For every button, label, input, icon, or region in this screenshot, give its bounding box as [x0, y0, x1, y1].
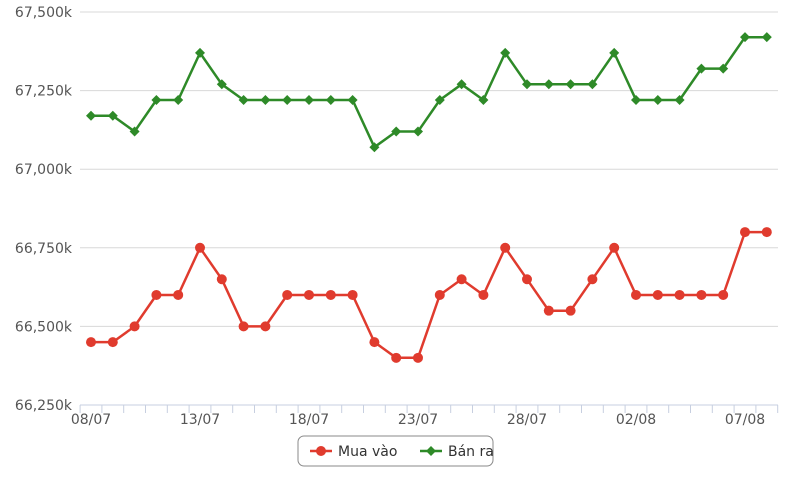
- data-point[interactable]: [195, 47, 205, 58]
- legend-item-1[interactable]: Mua vào: [310, 444, 397, 460]
- data-point[interactable]: [761, 227, 772, 238]
- data-point[interactable]: [631, 95, 641, 106]
- data-point[interactable]: [216, 274, 227, 285]
- data-point[interactable]: [238, 321, 249, 332]
- legend[interactable]: Mua vào Bán ra: [297, 435, 494, 467]
- y-tick-label: 66,750k: [15, 241, 73, 257]
- data-point[interactable]: [652, 95, 663, 106]
- x-axis: 08/07 13/07 18/07 23/07 28/07 02/08 07/08: [71, 404, 779, 428]
- data-point[interactable]: [260, 95, 271, 106]
- data-point[interactable]: [195, 242, 205, 253]
- data-point[interactable]: [652, 289, 663, 300]
- legend-item-2[interactable]: Bán ra: [420, 444, 494, 460]
- data-point[interactable]: [761, 32, 772, 43]
- series-line-1: [91, 230, 767, 360]
- data-point[interactable]: [86, 337, 96, 348]
- data-point[interactable]: [391, 126, 402, 137]
- data-point[interactable]: [173, 95, 184, 106]
- data-point[interactable]: [522, 274, 532, 285]
- data-point[interactable]: [347, 289, 358, 300]
- data-point[interactable]: [718, 63, 729, 74]
- data-point[interactable]: [456, 79, 467, 90]
- y-tick-label: 66,500k: [15, 319, 73, 335]
- data-point[interactable]: [522, 79, 532, 90]
- data-point[interactable]: [86, 110, 96, 121]
- data-point[interactable]: [413, 352, 423, 363]
- data-point[interactable]: [609, 242, 620, 253]
- data-point[interactable]: [369, 337, 380, 348]
- y-axis: 66,250k 66,500k 66,750k 67,000k 67,250k 67,50…: [15, 5, 73, 414]
- data-point[interactable]: [543, 305, 554, 316]
- data-point[interactable]: [391, 352, 402, 363]
- data-point[interactable]: [587, 79, 598, 90]
- data-point[interactable]: [282, 95, 293, 106]
- data-point[interactable]: [129, 321, 140, 332]
- x-tick-label: 28/07: [507, 412, 547, 428]
- legend-marker-diamond-icon: [426, 446, 436, 456]
- data-point[interactable]: [369, 142, 380, 153]
- legend-label: Mua vào: [338, 444, 397, 460]
- data-point[interactable]: [740, 227, 750, 238]
- data-point[interactable]: [173, 289, 184, 300]
- data-point[interactable]: [325, 95, 336, 106]
- data-point[interactable]: [456, 274, 467, 285]
- y-tick-label: 67,000k: [15, 162, 73, 178]
- data-point[interactable]: [500, 242, 511, 253]
- legend-marker-circle-icon: [316, 446, 326, 456]
- data-point[interactable]: [151, 95, 162, 106]
- x-tick-label: 08/07: [71, 412, 111, 428]
- data-point[interactable]: [565, 305, 576, 316]
- data-point[interactable]: [129, 126, 140, 137]
- data-point[interactable]: [107, 337, 118, 348]
- x-tick-label: 07/08: [725, 412, 765, 428]
- legend-label: Bán ra: [448, 444, 494, 460]
- data-point[interactable]: [609, 47, 620, 58]
- x-tick-label: 02/08: [616, 412, 656, 428]
- data-point[interactable]: [107, 110, 118, 121]
- data-point[interactable]: [718, 289, 729, 300]
- data-point[interactable]: [543, 79, 554, 90]
- data-point[interactable]: [740, 32, 750, 43]
- data-point[interactable]: [696, 289, 707, 300]
- data-point[interactable]: [434, 95, 445, 106]
- data-point[interactable]: [304, 289, 314, 300]
- data-point[interactable]: [674, 289, 685, 300]
- data-point[interactable]: [238, 95, 249, 106]
- data-point[interactable]: [347, 95, 358, 106]
- data-point[interactable]: [413, 126, 423, 137]
- series-group: [86, 32, 772, 363]
- data-point[interactable]: [500, 47, 511, 58]
- data-point[interactable]: [282, 289, 293, 300]
- y-tick-label: 66,250k: [15, 398, 73, 414]
- data-point[interactable]: [260, 321, 271, 332]
- x-tick-label: 23/07: [398, 412, 438, 428]
- data-point[interactable]: [434, 289, 445, 300]
- data-point[interactable]: [565, 79, 576, 90]
- data-point[interactable]: [674, 95, 685, 106]
- data-point[interactable]: [325, 289, 336, 300]
- data-point[interactable]: [478, 289, 489, 300]
- x-tick-label: 13/07: [180, 412, 220, 428]
- series-line-2: [91, 35, 767, 149]
- data-point[interactable]: [587, 274, 598, 285]
- data-point[interactable]: [151, 289, 162, 300]
- data-point[interactable]: [304, 95, 314, 106]
- data-point[interactable]: [696, 63, 707, 74]
- y-tick-label: 67,500k: [15, 5, 73, 21]
- y-tick-label: 67,250k: [15, 84, 73, 100]
- legend-box: [297, 435, 494, 467]
- x-tick-label: 18/07: [289, 412, 329, 428]
- data-point[interactable]: [216, 79, 227, 90]
- data-point[interactable]: [478, 95, 489, 106]
- data-point[interactable]: [631, 289, 641, 300]
